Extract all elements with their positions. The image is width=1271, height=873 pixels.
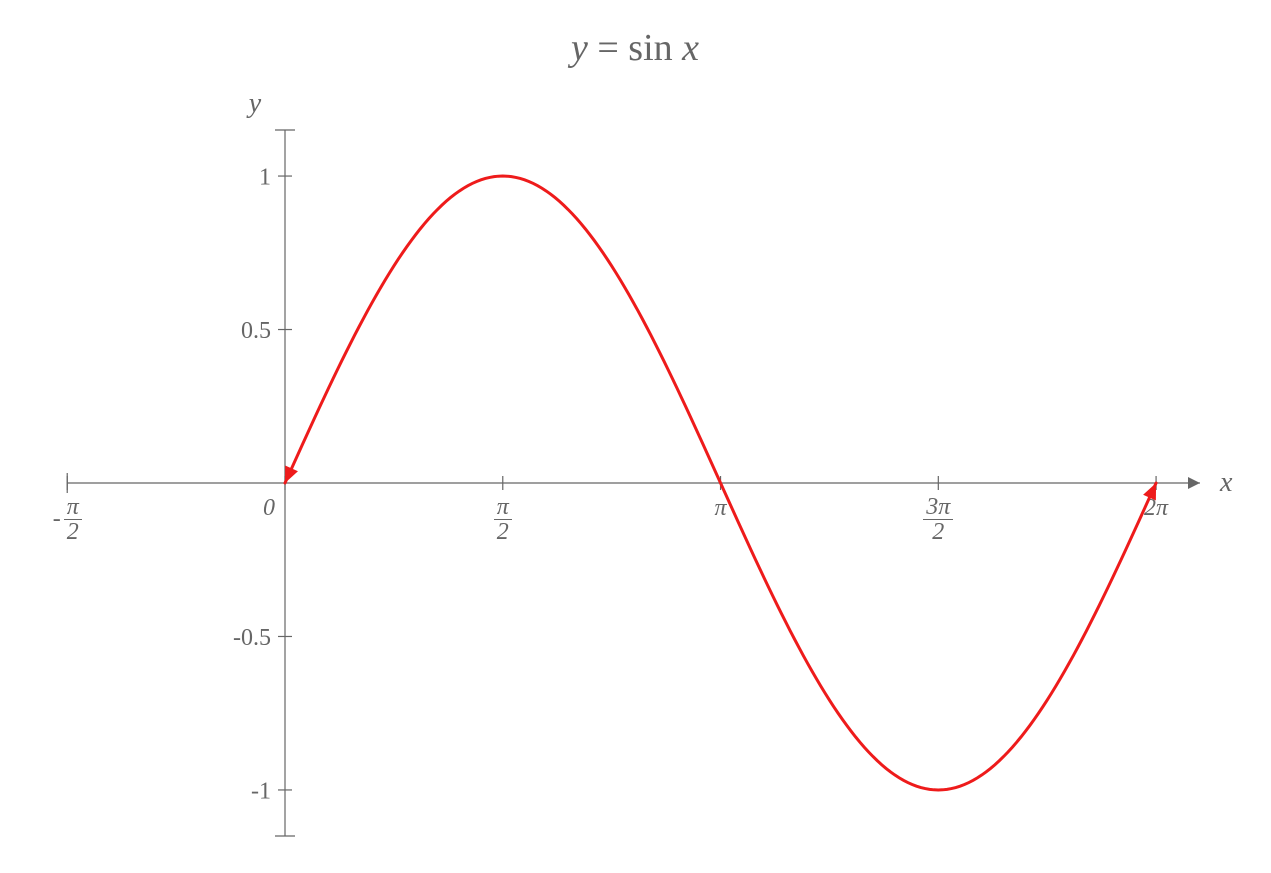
x-tick-label: -π2 <box>37 491 97 547</box>
x-tick-label: π <box>715 495 728 521</box>
chart-title: y = sin x <box>567 27 699 69</box>
y-tick-label: 0.5 <box>241 318 271 344</box>
x-tick-label: 0 <box>263 495 275 521</box>
x-axis-label: x <box>1219 467 1233 498</box>
x-tick-label: 3π2 <box>908 491 968 547</box>
x-ticks: -π20π2π3π22π <box>37 476 1169 547</box>
x-tick-label: π2 <box>473 491 533 547</box>
y-tick-label: -0.5 <box>233 625 271 651</box>
y-axis-label: y <box>246 88 262 119</box>
sine-chart: y = sin x -π20π2π3π22π 10.5-0.5-1 x y <box>0 0 1271 873</box>
y-tick-label: -1 <box>251 778 271 804</box>
chart-container: { "chart": { "type": "line", "title": "y… <box>0 0 1271 873</box>
axes <box>67 130 1200 836</box>
y-tick-label: 1 <box>259 164 271 190</box>
y-ticks: 1 0.5 -0.5 -1 <box>233 164 292 804</box>
